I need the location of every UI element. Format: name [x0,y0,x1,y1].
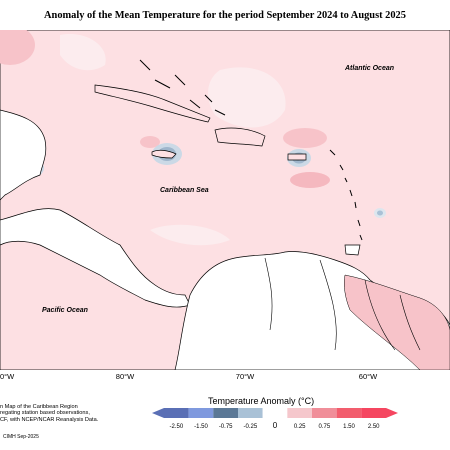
legend-tick-label: 0.75 [318,424,330,430]
land-south-america [174,251,450,370]
legend-swatch [287,408,312,418]
legend-tick-label: -2.50 [169,424,183,430]
legend-swatch [213,408,238,418]
land-central-america [0,109,47,201]
legend-swatch [188,408,214,418]
legend-tick-label: -0.75 [219,424,233,430]
lon-tick-80w: 80°W [115,372,135,381]
legend-swatch [361,408,386,418]
land-jamaica [151,149,177,159]
footnote-line: CF, with NCEP/NCAR Reanalysis Data. [0,416,99,423]
country-borders [264,257,421,351]
legend-tick-label: 0.25 [294,424,306,430]
legend-arrow-left [152,408,164,418]
anomaly-patch-warm [290,172,330,188]
lon-tick-90w: 90°W [0,372,15,381]
legend-swatch [164,408,189,418]
land-hispaniola [214,127,266,147]
map-title: Anomaly of the Mean Temperature for the … [44,10,406,21]
legend-colorbar: -2.50 -1.50 -0.75 -0.25 0 0.25 0.75 1.50 2.50 [152,408,398,430]
land-cuba [94,84,211,123]
land-lesser-antilles [329,149,363,241]
legend-swatch [238,408,263,418]
legend-swatch [312,408,337,418]
legend-tick-label: -1.50 [194,424,208,430]
anomaly-map: Atlantic Ocean Caribbean Sea Pacific Oce… [0,30,450,370]
land-anomaly-warm [343,274,450,370]
legend-swatch [336,408,362,418]
anomaly-patch-warm [140,136,160,148]
anomaly-patch-light [208,67,286,128]
anomaly-patch-warm [283,128,327,148]
footnote-line: regating station based observations, [0,410,90,417]
legend-swatch [262,408,288,418]
lon-tick-60w: 60°W [358,372,378,381]
anomaly-patch-light [150,224,230,246]
land-puerto-rico [287,153,307,161]
footnote: n Map of the Caribbean Region regating s… [0,404,98,423]
legend-tick-label: 1.50 [343,424,355,430]
anomaly-patch-warm [0,30,35,65]
anomaly-patch-light [60,34,106,71]
credit: CIMH Sep-2025 [3,434,39,440]
legend-title: Temperature Anomaly (°C) [208,396,315,406]
land-trinidad [344,244,361,256]
legend-tick-label: 0 [273,421,278,430]
legend-tick-label: -0.25 [243,424,257,430]
footnote-line: n Map of the Caribbean Region [0,404,78,410]
legend-arrow-right [386,408,398,418]
lon-tick-70w: 70°W [235,372,255,381]
label-caribbean-sea: Caribbean Sea [160,187,209,194]
legend-tick-label: 2.50 [368,424,380,430]
cool-anomaly-barbados [374,208,386,218]
label-atlantic-ocean: Atlantic Ocean [344,65,394,72]
label-pacific-ocean: Pacific Ocean [42,307,88,314]
land-bahamas [139,59,226,116]
